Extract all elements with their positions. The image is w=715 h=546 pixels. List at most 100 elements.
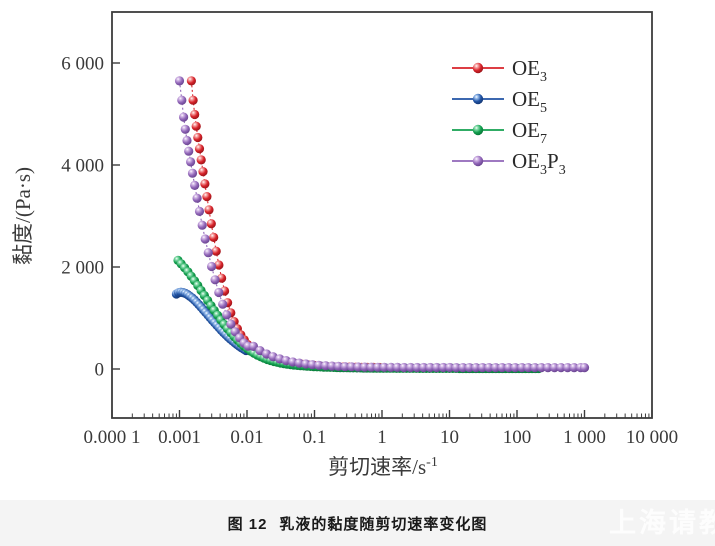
viscosity-shear-rate-chart: 0.000 1 0.001 0.01 0.1 1 10 100 1 000 10 000 剪切速率… (11, 11, 678, 479)
data-point (196, 155, 206, 165)
data-point (192, 193, 202, 203)
data-point (549, 363, 560, 373)
data-point (222, 310, 232, 320)
y-axis: 0 2 000 4 000 6 000 黏度/(Pa·s) (11, 54, 120, 381)
data-point (477, 363, 488, 373)
data-point (536, 363, 547, 373)
data-point (504, 363, 514, 373)
data-point (182, 135, 192, 146)
x-tick-label: 0.001 (158, 427, 201, 448)
watermark-text: 上海请教 (609, 508, 715, 538)
legend-marker (472, 155, 484, 167)
y-tick-label: 2 000 (61, 258, 104, 279)
data-point (180, 124, 190, 134)
data-point (184, 146, 194, 156)
x-tick-label: 0.000 1 (84, 427, 141, 448)
data-point (321, 361, 331, 371)
data-point (211, 246, 221, 256)
data-point (200, 234, 210, 244)
data-point (209, 232, 219, 242)
x-tick-label: 10 000 (626, 427, 678, 448)
data-point (425, 362, 435, 373)
data-point (491, 363, 501, 373)
caption-strip: 图 12 乳液的黏度随剪切速率变化图 上海请教 (0, 500, 715, 546)
data-point (392, 362, 402, 372)
data-point (218, 299, 228, 309)
x-tick-label: 1 (377, 427, 387, 448)
data-point (193, 132, 203, 143)
data-point (179, 112, 189, 122)
data-point (563, 363, 573, 373)
legend-marker (472, 93, 484, 105)
data-point (186, 157, 196, 167)
data-point (177, 95, 187, 105)
data-point (432, 362, 442, 373)
x-tick-label: 10 (440, 427, 459, 448)
data-point (314, 360, 324, 370)
x-tick-label: 0.01 (230, 427, 263, 448)
data-point (451, 363, 461, 373)
data-point (204, 205, 214, 215)
x-axis-title: 剪切速率/s-1 (328, 455, 438, 479)
data-point (191, 121, 201, 131)
legend-marker (472, 124, 484, 136)
x-tick-label: 0.1 (303, 427, 327, 448)
data-point (210, 275, 220, 285)
data-point (214, 287, 224, 298)
data-point (464, 363, 474, 373)
data-point (373, 362, 383, 372)
x-tick-label: 100 (503, 427, 532, 448)
data-point (471, 363, 481, 373)
data-point (226, 319, 236, 329)
data-point (207, 261, 217, 272)
figure-caption-number: 图 12 (227, 515, 268, 533)
data-point (543, 363, 553, 373)
legend-label: OE7 (512, 118, 547, 147)
plot-frame (111, 11, 653, 419)
data-point (445, 362, 455, 373)
data-point (333, 361, 344, 371)
x-tick-label: 1 000 (563, 427, 606, 448)
data-point (412, 362, 422, 373)
data-point (200, 179, 210, 189)
legend-marker (472, 62, 484, 74)
data-point (530, 363, 540, 373)
data-point (190, 180, 200, 190)
data-point (194, 144, 205, 154)
data-point (206, 219, 216, 229)
data-point (197, 220, 207, 230)
y-tick-label: 6 000 (61, 54, 104, 75)
data-point (190, 109, 200, 120)
data-point (569, 363, 579, 373)
figure-caption-text: 乳液的黏度随剪切速率变化图 (279, 515, 488, 533)
data-point (406, 362, 416, 373)
data-point (188, 95, 198, 105)
data-point (419, 362, 429, 373)
data-point (202, 192, 212, 202)
data-point (187, 168, 198, 178)
data-point (484, 363, 494, 373)
legend-label: OE3P3 (512, 149, 566, 178)
data-point (438, 362, 448, 373)
legend-item-OE3P3: OE3P3 (452, 149, 566, 178)
data-point (579, 363, 590, 373)
data-point (203, 248, 213, 258)
data-point (458, 363, 468, 373)
x-axis: 0.000 1 0.001 0.01 0.1 1 10 100 1 000 10 000 剪切速率… (84, 410, 678, 479)
legend-label: OE5 (512, 87, 547, 116)
data-point (556, 363, 566, 373)
y-axis-title: 黏度/(Pa·s) (11, 167, 35, 265)
data-point (174, 76, 185, 86)
data-point (517, 363, 527, 373)
legend-item-OE7: OE7 (452, 118, 547, 147)
data-point (340, 362, 350, 372)
data-point (186, 76, 196, 86)
data-point (366, 362, 376, 372)
figure-caption: 图 12 乳液的黏度随剪切速率变化图 (228, 513, 488, 534)
data-point (214, 260, 224, 270)
data-point (379, 362, 389, 372)
data-point (360, 362, 370, 372)
data-point (386, 362, 396, 372)
